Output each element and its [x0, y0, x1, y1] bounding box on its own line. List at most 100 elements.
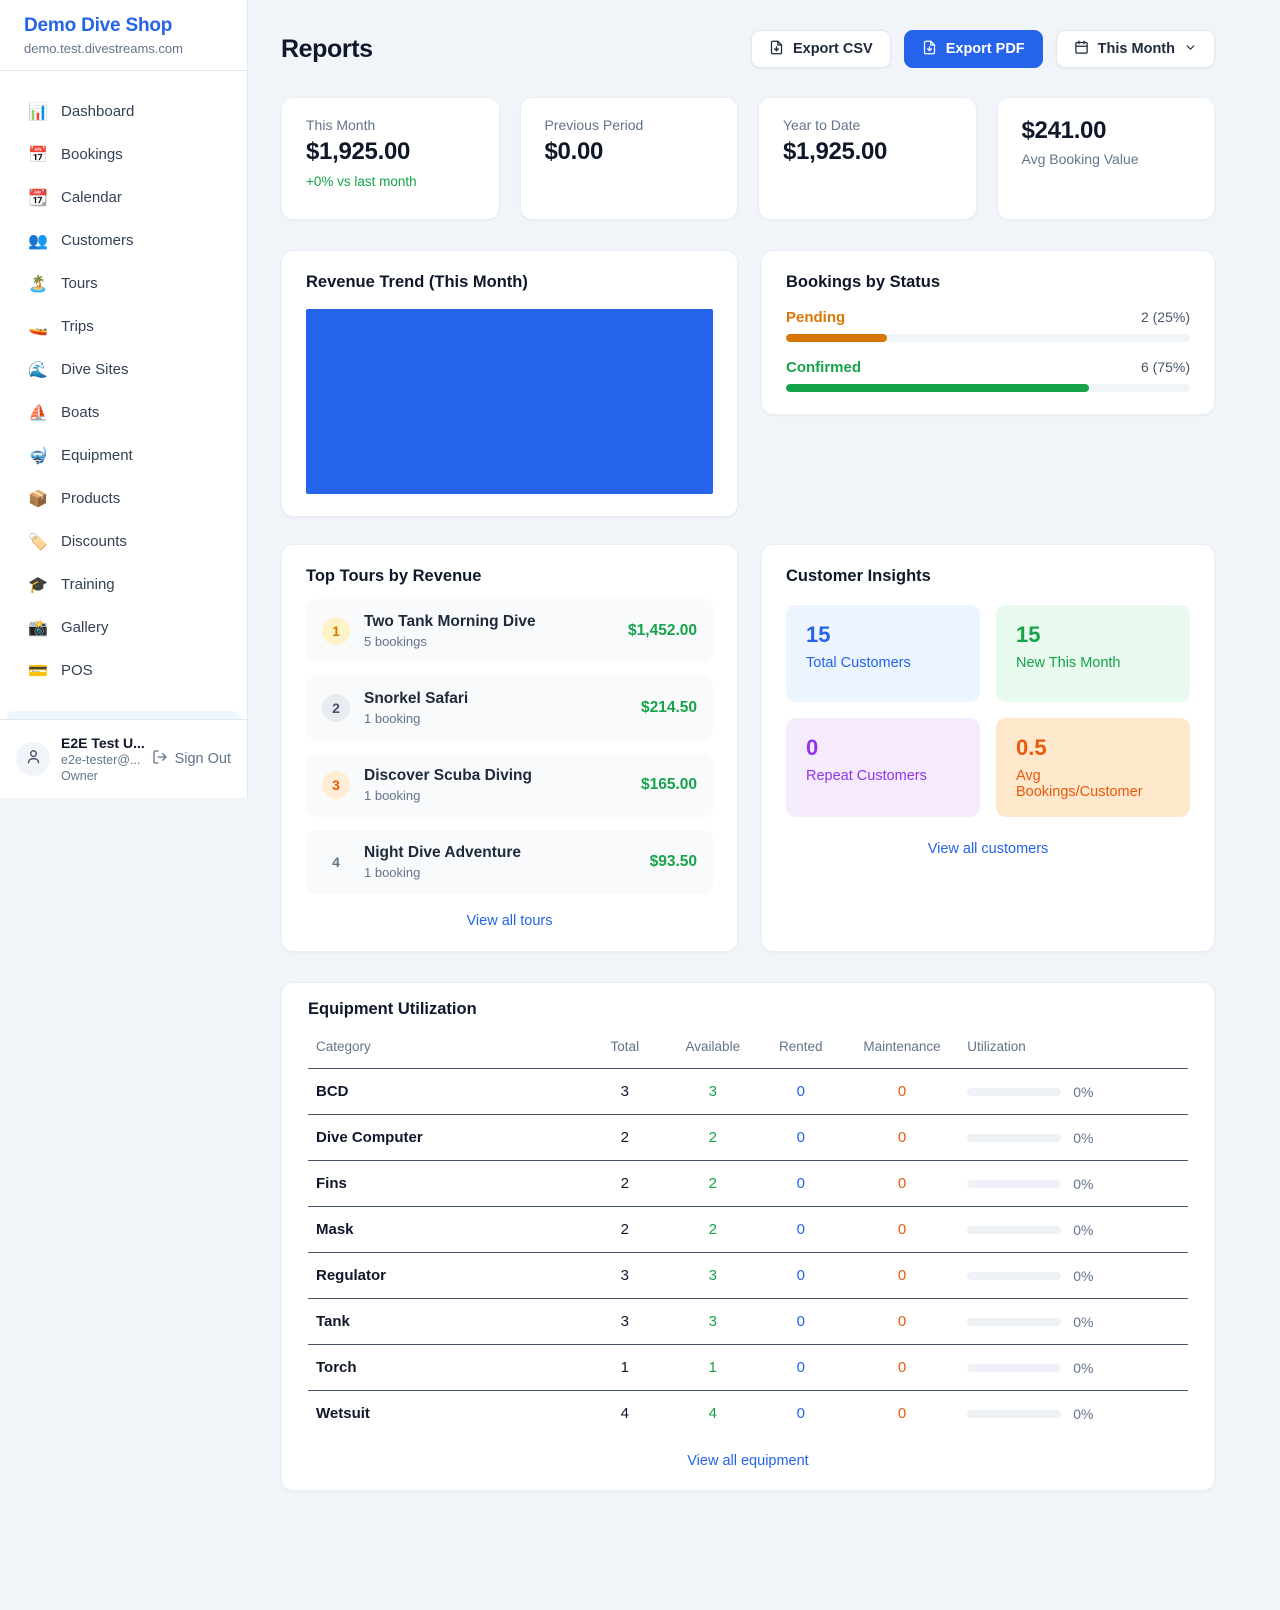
sidebar-item-icon: 🏷️: [28, 533, 48, 551]
sidebar-item[interactable]: 📅 Bookings: [14, 133, 233, 176]
period-label: This Month: [1097, 41, 1175, 57]
insight-value: 15: [1016, 622, 1041, 647]
charts-row: Revenue Trend (This Month) Bookings by S…: [281, 250, 1215, 517]
main-content: Reports Export CSV Export PDF This Month: [248, 0, 1280, 1491]
customer-insights-card: Customer Insights 15 Total Customers 15 …: [761, 544, 1215, 952]
tour-revenue: $1,452.00: [628, 622, 697, 639]
equipment-total: 2: [580, 1160, 669, 1207]
rank-badge: 1: [322, 617, 350, 645]
sidebar-item[interactable]: 💳 POS: [14, 649, 233, 692]
sidebar-item-icon: 👥: [28, 232, 48, 250]
sidebar-item-label: Bookings: [61, 146, 123, 163]
utilization-percent: 0%: [1073, 1359, 1094, 1376]
insight-tile: 15 New This Month: [996, 605, 1190, 702]
sidebar-item-label: Dashboard: [61, 103, 135, 120]
sidebar-item[interactable]: 📦 Products: [14, 477, 233, 520]
utilization-wrap: 0%: [967, 1130, 1180, 1146]
period-dropdown[interactable]: This Month: [1055, 30, 1215, 68]
user-section: E2E Test U... e2e-tester@... Owner Sign …: [0, 719, 247, 798]
user-email: e2e-tester@...: [61, 752, 141, 767]
sidebar-item[interactable]: 🌊 Dive Sites: [14, 348, 233, 391]
equipment-category: Fins: [308, 1160, 581, 1207]
header-actions: Export CSV Export PDF This Month: [750, 30, 1215, 68]
sidebar-item-label: Training: [61, 576, 115, 593]
export-csv-button[interactable]: Export CSV: [750, 30, 891, 68]
status-bar-track: [786, 384, 1190, 392]
sidebar-item[interactable]: 👥 Customers: [14, 219, 233, 262]
shop-domain: demo.test.divestreams.com: [24, 41, 183, 56]
tour-row: 1 Two Tank Morning Dive 5 bookings $1,45…: [306, 599, 713, 663]
tour-name: Snorkel Safari: [364, 690, 469, 707]
utilization-bar-track: [967, 1087, 1062, 1096]
equipment-rented: 0: [756, 1114, 845, 1161]
export-pdf-button[interactable]: Export PDF: [903, 30, 1043, 68]
chevron-down-icon: [1184, 41, 1197, 58]
sidebar-item[interactable]: 🏝️ Tours: [14, 262, 233, 305]
tour-bookings: 5 bookings: [364, 634, 427, 649]
sidebar-item[interactable]: 📆 Calendar: [14, 176, 233, 219]
export-pdf-label: Export PDF: [945, 41, 1025, 57]
tour-info: Two Tank Morning Dive 5 bookings: [364, 613, 614, 649]
equipment-total: 2: [580, 1206, 669, 1253]
utilization-wrap: 0%: [967, 1314, 1180, 1330]
equipment-maintenance: 0: [844, 1252, 960, 1299]
status-line: Pending 2 (25%): [786, 309, 1190, 326]
rank-badge: 2: [322, 694, 350, 722]
insight-tile: 0.5 Avg Bookings/Customer: [996, 718, 1190, 817]
sidebar: Demo Dive Shop demo.test.divestreams.com…: [0, 0, 248, 798]
sidebar-item[interactable]: 🚤 Trips: [14, 305, 233, 348]
equipment-maintenance: 0: [844, 1114, 960, 1161]
utilization-percent: 0%: [1073, 1221, 1094, 1238]
sign-out-button[interactable]: Sign Out: [152, 749, 231, 769]
column-header-rented: Rented: [756, 1027, 845, 1069]
utilization-bar-track: [967, 1317, 1062, 1326]
tour-name: Discover Scuba Diving: [364, 767, 532, 784]
user-icon: [25, 748, 42, 770]
utilization-percent: 0%: [1073, 1129, 1094, 1146]
sidebar-item-reports-partial[interactable]: [6, 711, 241, 719]
sidebar-item-icon: 🎓: [28, 576, 48, 594]
sidebar-item[interactable]: 🤿 Equipment: [14, 434, 233, 477]
sidebar-item-label: Discounts: [61, 533, 127, 550]
insights-grid: 15 Total Customers 15 New This Month 0 R…: [786, 605, 1190, 817]
sidebar-item[interactable]: 🎓 Training: [14, 563, 233, 606]
sidebar-nav: 📊 Dashboard 📅 Bookings 📆 Calendar 👥 Cust…: [0, 71, 247, 711]
view-all-customers-link[interactable]: View all customers: [927, 841, 1049, 857]
sidebar-item-label: POS: [61, 662, 93, 679]
insight-tile: 0 Repeat Customers: [786, 718, 980, 817]
stat-card: Previous Period $0.00: [519, 97, 738, 220]
status-count: 2 (25%): [1140, 309, 1190, 325]
stat-value: $241.00: [1021, 117, 1107, 144]
status-bar-fill: [786, 384, 1089, 392]
sidebar-item-label: Gallery: [61, 619, 109, 636]
top-tours-title: Top Tours by Revenue: [306, 567, 482, 585]
sidebar-item-icon: 🌊: [28, 361, 48, 379]
tour-name: Night Dive Adventure: [364, 844, 522, 861]
stats-row: This Month $1,925.00 +0% vs last month P…: [281, 97, 1215, 220]
view-all-tours-link[interactable]: View all tours: [466, 913, 553, 929]
revenue-trend-card: Revenue Trend (This Month): [281, 250, 738, 517]
file-download-icon: [769, 40, 784, 59]
equipment-category: Wetsuit: [316, 1405, 370, 1422]
utilization-wrap: 0%: [967, 1360, 1180, 1376]
utilization-wrap: 0%: [967, 1222, 1180, 1238]
utilization-percent: 0%: [1073, 1405, 1094, 1422]
status-row: Pending 2 (25%): [786, 309, 1190, 342]
view-all-equipment-link[interactable]: View all equipment: [687, 1453, 809, 1469]
utilization-bar-track: [967, 1363, 1062, 1372]
sidebar-item[interactable]: 🏷️ Discounts: [14, 520, 233, 563]
insight-value: 0.5: [1016, 735, 1047, 760]
shop-name: Demo Dive Shop: [24, 15, 173, 36]
equipment-rented: 0: [756, 1160, 845, 1207]
equipment-maintenance: 0: [844, 1206, 960, 1253]
sidebar-item[interactable]: ⛵ Boats: [14, 391, 233, 434]
avatar: [16, 742, 50, 776]
sidebar-item-label: Equipment: [61, 447, 133, 464]
equipment-maintenance: 0: [844, 1160, 960, 1207]
insight-value: 0: [806, 735, 819, 760]
file-download-icon: [922, 40, 937, 59]
sidebar-item-label: Tours: [61, 275, 98, 292]
sidebar-item-icon: 🚤: [28, 318, 48, 336]
sidebar-item[interactable]: 📸 Gallery: [14, 606, 233, 649]
sidebar-item[interactable]: 📊 Dashboard: [14, 90, 233, 133]
